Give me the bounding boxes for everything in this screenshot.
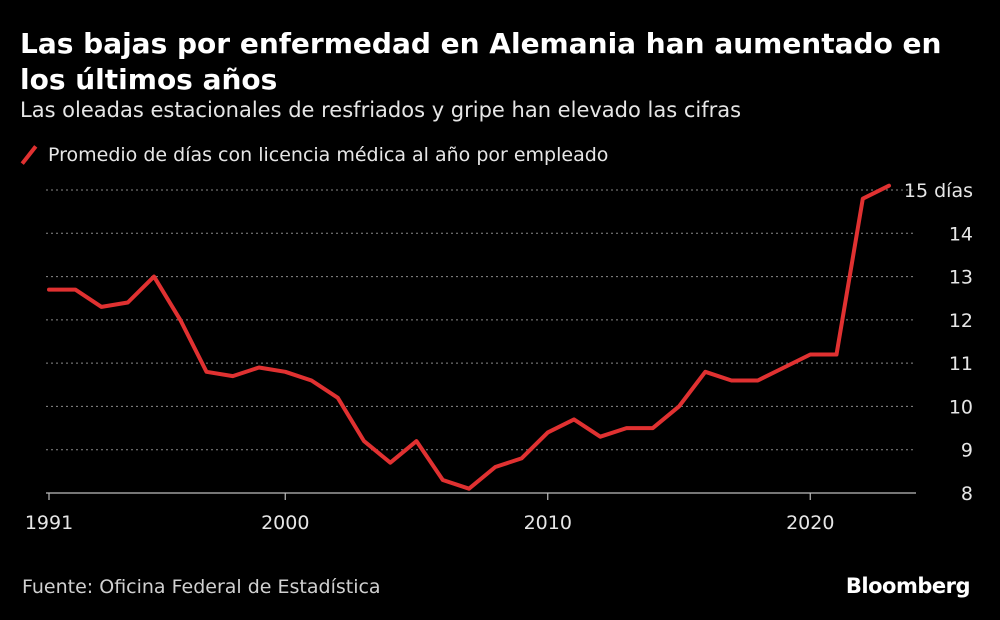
- y-tick-label: 13: [949, 267, 973, 289]
- data-point: [703, 370, 707, 374]
- data-point: [310, 378, 314, 382]
- data-point: [441, 478, 445, 482]
- data-point: [493, 465, 497, 469]
- data-point: [126, 301, 130, 305]
- chart-title: Las bajas por enfermedad en Alemania han…: [20, 27, 942, 96]
- y-axis-ticks: 8 9 10 11 12 13 14 15 días: [904, 180, 973, 505]
- data-point: [336, 396, 340, 400]
- series-line: [47, 183, 891, 491]
- data-point: [47, 288, 51, 292]
- data-point: [415, 439, 419, 443]
- x-axis-ticks: 1991 2000 2010 2020: [25, 493, 834, 534]
- x-tick-label: 2010: [524, 512, 572, 534]
- data-point: [861, 197, 865, 201]
- data-point: [782, 365, 786, 369]
- data-point: [231, 374, 235, 378]
- data-point: [257, 365, 261, 369]
- data-point: [835, 352, 839, 356]
- legend-label: Promedio de días con licencia médica al …: [48, 144, 609, 166]
- data-point: [388, 461, 392, 465]
- data-point: [730, 378, 734, 382]
- y-tick-label: 8: [961, 483, 973, 505]
- data-point: [808, 352, 812, 356]
- source-note: Fuente: Oficina Federal de Estadística: [22, 576, 381, 598]
- data-point: [651, 426, 655, 430]
- x-tick-label: 2020: [786, 512, 834, 534]
- data-point: [598, 435, 602, 439]
- y-tick-label: 15 días: [904, 180, 973, 202]
- data-point: [625, 426, 629, 430]
- data-point: [178, 318, 182, 322]
- legend: Promedio de días con licencia médica al …: [22, 144, 608, 166]
- gridlines: [46, 189, 916, 451]
- data-point: [546, 430, 550, 434]
- data-point: [283, 370, 287, 374]
- chart-subtitle: Las oleadas estacionales de resfriados y…: [20, 98, 742, 122]
- data-point: [467, 487, 471, 491]
- y-tick-label: 14: [949, 223, 973, 245]
- data-point: [73, 288, 77, 292]
- data-point: [152, 275, 156, 279]
- data-point: [100, 305, 104, 309]
- data-point: [520, 456, 524, 460]
- y-tick-label: 9: [961, 440, 973, 462]
- y-tick-label: 12: [949, 310, 973, 332]
- bloomberg-logo: Bloomberg: [845, 574, 971, 598]
- y-tick-label: 11: [949, 353, 973, 375]
- y-tick-label: 10: [949, 396, 973, 418]
- data-point: [887, 184, 891, 188]
- x-tick-label: 2000: [261, 512, 309, 534]
- data-point: [362, 439, 366, 443]
- data-point: [205, 370, 209, 374]
- x-tick-label: 1991: [25, 512, 73, 534]
- data-point: [677, 404, 681, 408]
- data-point: [572, 417, 576, 421]
- series-group: [47, 183, 891, 491]
- data-point: [756, 378, 760, 382]
